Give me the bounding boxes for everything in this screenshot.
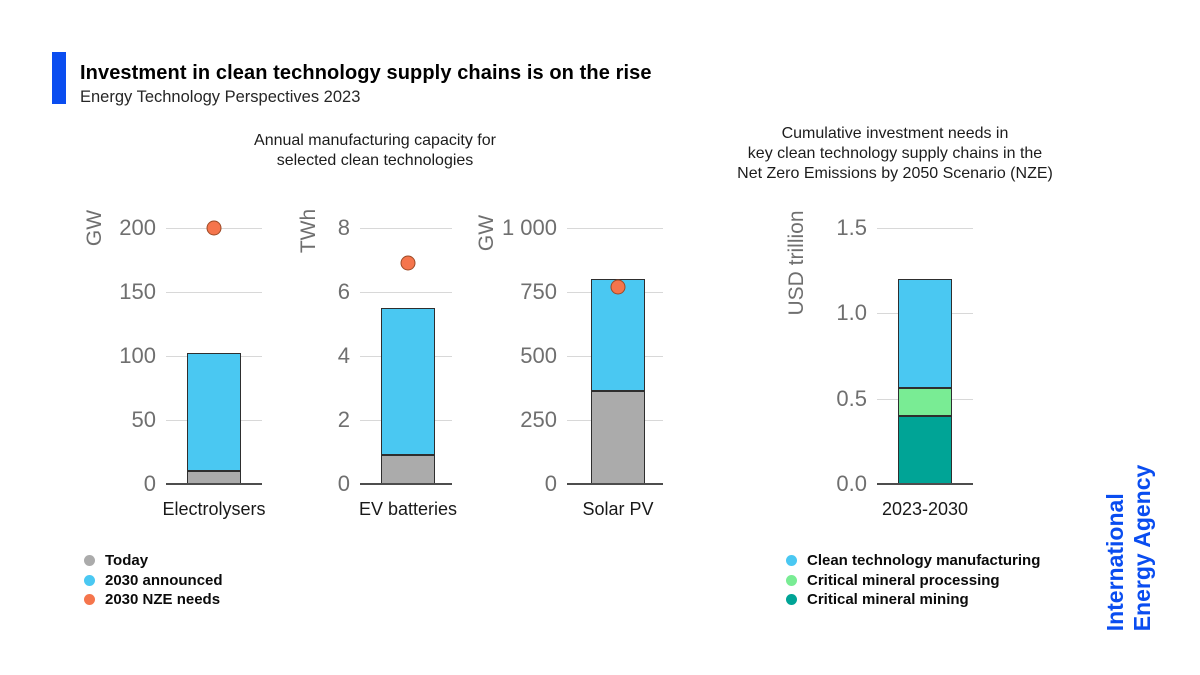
y-axis-tick-label: 1 000 [501,215,557,240]
right-panel-title-line3: Net Zero Emissions by 2050 Scenario (NZE… [737,165,1053,182]
iea-wordmark: International Energy Agency [1102,465,1156,632]
right-panel-title-line1: Cumulative investment needs in [781,125,1009,142]
left-panel-title-line1: Annual manufacturing capacity for [254,132,496,149]
y-axis-tick-label: 250 [520,407,557,432]
gridline [166,292,262,293]
legend-item: Critical mineral processing [786,571,1040,591]
y-axis-tick-label: 0 [143,471,156,496]
right-panel-title: Cumulative investment needs in key clean… [737,124,1053,184]
y-axis-tick-label: 0 [337,471,350,496]
y-axis-tick-label: 100 [119,343,156,368]
page-subtitle: Energy Technology Perspectives 2023 [80,88,361,106]
nze-needs-dot [400,255,416,271]
legend-label: Clean technology manufacturing [807,552,1041,570]
y-axis-tick-label: 6 [337,279,350,304]
legend-label: 2030 NZE needs [105,591,221,609]
gridline [360,292,452,293]
x-axis-line [166,483,262,485]
page-title: Investment in clean technology supply ch… [80,62,652,84]
legend-dot-icon [84,555,95,567]
gridline [360,228,452,229]
y-axis-tick-label: 2 [337,407,350,432]
y-axis-tick-label: 150 [119,279,156,304]
iea-wordmark-line1: International [1102,493,1128,632]
legend-item: Today [84,551,223,571]
nze-needs-dot [206,220,222,236]
legend-right: Clean technology manufacturing Critical m… [786,551,1040,610]
x-axis-line [360,483,452,485]
category-label: EV batteries [358,499,458,519]
bar-segment-announced [187,353,241,472]
legend-item: Critical mineral mining [786,590,1040,610]
title-accent-bar [52,52,66,104]
legend-dot-icon [786,574,797,586]
y-axis-tick-label: 1.5 [836,215,867,240]
legend-item: Clean technology manufacturing [786,551,1040,571]
y-axis-tick-label: 500 [520,343,557,368]
y-axis-tick-label: 4 [337,343,350,368]
left-panel-title-line2: selected clean technologies [276,152,474,169]
bar-segment-announced [381,308,435,456]
legend-label: 2030 announced [105,571,223,589]
y-axis-tick-label: 0.5 [836,385,867,411]
nze-needs-dot [610,279,626,295]
legend-dot-icon [786,594,797,606]
bar-segment-today [381,455,435,484]
legend-left: Today 2030 announced 2030 NZE needs [84,551,223,610]
iea-wordmark-line2: Energy Agency [1129,464,1155,632]
x-axis-line [877,483,973,485]
right-panel-title-line2: key clean technology supply chains in th… [747,145,1043,162]
left-panel-title: Annual manufacturing capacity for select… [254,131,496,171]
legend-item: 2030 NZE needs [84,590,223,610]
y-axis-tick-label: 200 [119,215,156,240]
legend-item: 2030 announced [84,571,223,591]
y-axis-tick-label: 8 [337,215,350,240]
bar-segment-processing [898,388,952,416]
legend-dot-icon [84,574,95,586]
y-axis-tick-label: 0.0 [836,471,867,496]
category-label: 2023-2030 [881,499,969,519]
legend-dot-icon [84,594,95,606]
category-label: Electrolysers [162,499,266,519]
y-axis-tick-label: 750 [520,279,557,304]
bar-segment-announced [591,279,645,391]
legend-label: Today [105,552,149,570]
category-label: Solar PV [582,499,654,519]
legend-label: Critical mineral processing [807,571,1000,589]
y-axis-tick-label: 50 [131,407,156,432]
y-axis-tick-label: 0 [544,471,557,496]
gridline [877,228,973,229]
legend-dot-icon [786,555,797,567]
bar-segment-mining [898,415,952,484]
gridline [567,228,663,229]
legend-label: Critical mineral mining [807,591,969,609]
bar-segment-manufacturing [898,279,952,389]
x-axis-line [567,483,663,485]
y-axis-tick-label: 1.0 [836,300,867,326]
bar-segment-today [591,390,645,484]
